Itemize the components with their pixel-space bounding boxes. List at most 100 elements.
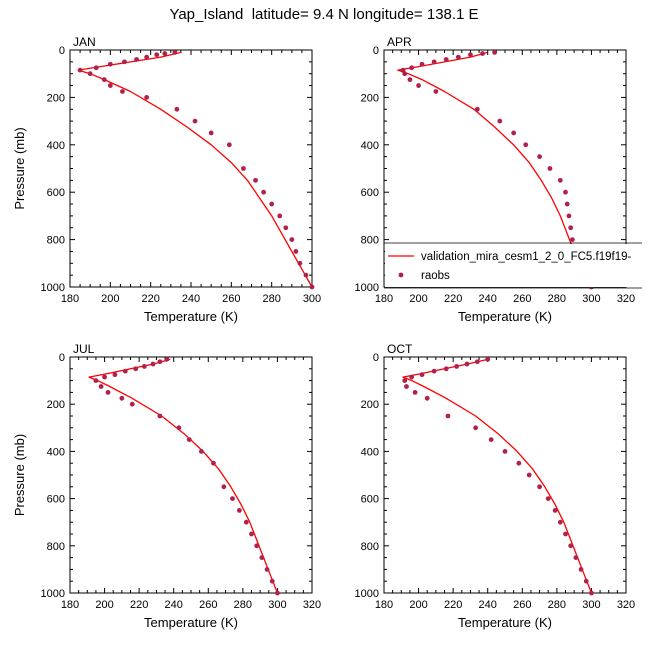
model-line	[77, 51, 313, 288]
x-tick-label: 320	[303, 599, 321, 611]
legend-entry-raobs: raobs	[421, 270, 450, 282]
y-tick-label: 400	[47, 140, 65, 152]
x-axis-label: Temperature (K)	[458, 615, 552, 630]
panel-jan: 180 200 220 240 260 280 300 0 200 400 600 800 1000 JA…	[12, 35, 321, 324]
y-tick-label: 400	[47, 446, 65, 458]
raobs-point	[570, 237, 575, 243]
legend-marker-swatch	[398, 272, 404, 278]
y-tick-label: 200	[47, 92, 65, 104]
raobs-point	[455, 54, 461, 60]
raobs-point	[523, 142, 529, 148]
x-tick-label: 220	[444, 599, 462, 611]
x-tick-label: 280	[262, 293, 280, 305]
x-tick-label: 180	[61, 599, 79, 611]
x-tick-label: 320	[617, 293, 635, 305]
raobs-point	[445, 413, 451, 419]
raobs-point	[431, 368, 437, 374]
raobs-point	[297, 260, 303, 266]
x-tick-label: 240	[165, 599, 183, 611]
x-tick-label: 220	[130, 599, 148, 611]
raobs-point	[192, 118, 198, 124]
raobs-point	[162, 51, 168, 56]
panel-jul: 180 200 220 240 260 280 300 320 0 200 400 600 800 100…	[12, 342, 321, 630]
raobs-point	[474, 359, 480, 365]
raobs-point	[211, 460, 216, 466]
raobs-point	[309, 284, 315, 290]
y-tick-label: 400	[361, 446, 379, 458]
raobs-point	[568, 543, 574, 549]
raobs-point	[293, 249, 299, 254]
raobs-point	[129, 401, 135, 407]
model-line	[402, 358, 593, 594]
raobs-point	[303, 272, 309, 278]
model-line	[397, 51, 592, 288]
raobs-point	[172, 49, 178, 55]
raobs-point	[174, 106, 180, 112]
raobs-point	[277, 213, 283, 219]
x-tick-label: 280	[548, 599, 566, 611]
raobs-point	[578, 567, 584, 572]
raobs-point	[402, 378, 408, 383]
y-tick-label: 1000	[41, 588, 65, 600]
x-tick-label: 200	[409, 293, 427, 305]
raobs-point	[547, 166, 553, 171]
panel-title: APR	[387, 35, 412, 49]
x-tick-label: 180	[61, 293, 79, 305]
raobs-point	[568, 225, 574, 231]
raobs-point	[226, 142, 232, 148]
panel-oct: 180 200 220 240 260 280 300 320 0 200 400 600 800 100…	[355, 342, 636, 630]
x-tick-label: 260	[222, 293, 240, 305]
raobs-point	[485, 356, 491, 362]
x-axis-label: Temperature (K)	[144, 309, 238, 324]
y-tick-label: 600	[361, 187, 379, 199]
x-tick-label: 300	[582, 599, 600, 611]
raobs-point	[241, 166, 246, 171]
raobs-point	[433, 89, 439, 94]
y-axis-label: Pressure (mb)	[12, 434, 27, 516]
y-tick-label: 200	[361, 399, 379, 411]
figure-title: Yap_Island latitude= 9.4 N longitude= 13…	[169, 6, 479, 23]
x-tick-label: 220	[444, 293, 462, 305]
panel-title: OCT	[387, 342, 413, 356]
raobs-point	[474, 106, 480, 112]
x-tick-label: 260	[513, 599, 531, 611]
raobs-point	[157, 413, 163, 419]
raobs-point	[120, 89, 125, 94]
y-axis-label: Pressure (mb)	[12, 127, 27, 209]
raobs-point	[122, 368, 128, 374]
y-tick-label: 800	[361, 235, 379, 247]
raobs-point	[454, 364, 459, 369]
raobs-point	[402, 71, 408, 77]
y-tick-label: 400	[361, 140, 379, 152]
raobs-point	[502, 449, 508, 454]
raobs-point	[133, 366, 139, 372]
raobs-point	[243, 519, 249, 525]
y-tick-label: 200	[47, 399, 65, 411]
raobs-point	[412, 390, 418, 395]
raobs-point	[157, 359, 163, 365]
legend: validation_mira_cesm1_2_0_FC5.f19f19-rao…	[384, 242, 642, 289]
raobs-point	[419, 372, 425, 378]
raobs-point	[254, 543, 260, 549]
raobs-point	[511, 130, 517, 136]
raobs-point	[259, 555, 265, 560]
legend-background	[385, 244, 642, 287]
x-tick-label: 220	[141, 293, 159, 305]
raobs-point	[144, 95, 150, 100]
raobs-point	[164, 356, 170, 362]
raobs-point	[98, 384, 104, 389]
x-tick-label: 260	[513, 293, 531, 305]
x-tick-label: 320	[617, 599, 635, 611]
raobs-point	[419, 61, 425, 67]
x-tick-label: 240	[479, 293, 497, 305]
raobs-point	[424, 395, 430, 401]
raobs-point	[400, 67, 406, 73]
y-tick-label: 1000	[355, 588, 379, 600]
raobs-point	[492, 49, 498, 55]
x-tick-label: 200	[101, 293, 119, 305]
raobs-point	[583, 578, 589, 584]
raobs-point	[154, 52, 160, 58]
raobs-point	[497, 118, 503, 124]
x-tick-label: 300	[303, 293, 321, 305]
